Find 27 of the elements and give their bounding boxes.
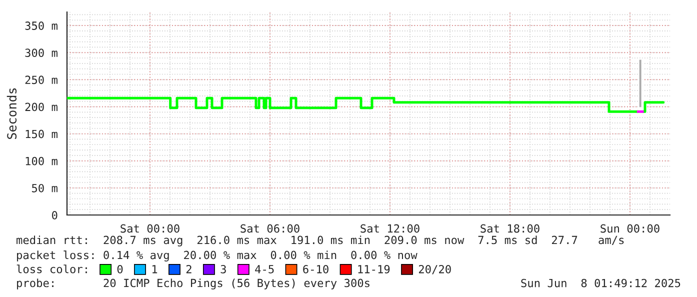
y-tick-label: 300 m <box>25 48 58 58</box>
x-tick-label: Sat 18:00 <box>480 224 540 233</box>
legend-title: loss color: <box>16 264 87 274</box>
y-tick-label: 50 m <box>32 184 58 192</box>
legend-label: 0 <box>117 264 123 274</box>
x-tick-label: Sat 12:00 <box>360 224 420 233</box>
x-tick-label: Sat 06:00 <box>240 224 300 233</box>
legend-label: 4-5 <box>255 265 274 274</box>
legend-label: 11-19 <box>358 264 390 274</box>
text: median rtt: 208.7 ms avg 216.0 ms max 191.0 ms min 209.0 ms now 7.5 ms sd 27.7 am/s <box>16 236 624 246</box>
text: probe: 20 ICMP Echo Pings (56 Bytes) every 300s <box>17 278 370 290</box>
x-tick-label: Sun 00:00 <box>600 224 660 233</box>
legend-label: 6-10 <box>303 264 328 274</box>
y-tick-label: 250 m <box>25 76 58 84</box>
y-tick-label: 150 m <box>26 130 58 138</box>
legend-label: 20/20 <box>418 264 451 274</box>
y-axis-title: Seconds <box>6 88 17 139</box>
y-tick-label: 200 m <box>25 102 58 112</box>
x-tick-label: Sat 00:00 <box>120 224 180 233</box>
text: packet loss: 0.14 % avg 20.00 % max 0.00 % min 0.00 % now <box>17 250 418 262</box>
legend-label: 2 <box>186 264 192 274</box>
text: Sun Jun 8 01:49:12 2025 <box>521 278 680 288</box>
y-tick-label: 100 m <box>26 156 58 166</box>
y-tick-label: 350 m <box>25 22 58 30</box>
y-tick-label: 0 <box>52 211 58 220</box>
legend-label: 3 <box>220 264 226 274</box>
legend-label: 1 <box>152 265 158 274</box>
